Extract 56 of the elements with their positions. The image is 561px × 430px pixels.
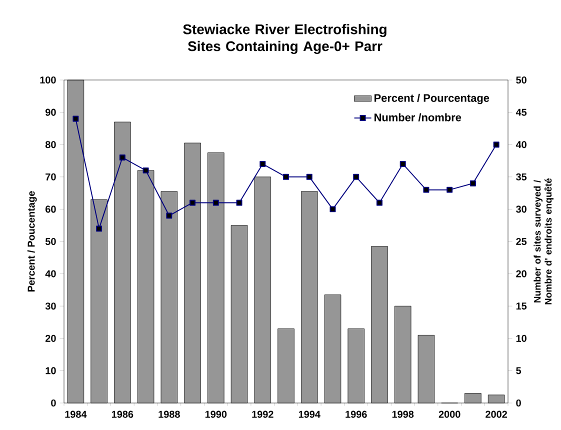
point <box>142 167 149 174</box>
y-tick-label: 50 <box>45 238 56 246</box>
y2-tick-label: 30 <box>516 206 526 213</box>
x-tick-label: 1992 <box>252 410 274 418</box>
y2-tick-label: 15 <box>516 302 527 310</box>
point <box>212 200 219 206</box>
y-tick-label: 10 <box>46 367 56 374</box>
x-tick-label: 2002 <box>486 410 507 418</box>
y-tick-label: 30 <box>45 302 56 310</box>
y2-tick-label: 25 <box>516 238 527 246</box>
y2-tick-label: 50 <box>516 76 526 84</box>
y-tick-label: 80 <box>45 141 56 148</box>
y-tick-label: 0 <box>51 399 56 407</box>
y2-tick-label: 5 <box>516 367 522 374</box>
y2-tick-label: 0 <box>516 399 521 407</box>
point <box>423 186 430 193</box>
point <box>330 206 336 212</box>
point <box>190 200 196 206</box>
point <box>119 154 126 161</box>
y-tick-label: 20 <box>45 334 56 342</box>
x-tick-label: 1998 <box>392 410 414 418</box>
y2-axis-title: Number of sites surveyed / Nombre d' endroits enquêté <box>534 178 554 304</box>
point <box>470 180 476 186</box>
x-tick-label: 1994 <box>298 410 320 418</box>
point <box>400 160 406 167</box>
x-tick-label: 1990 <box>205 410 227 418</box>
x-tick-label: 1984 <box>65 410 87 418</box>
point <box>353 174 360 180</box>
y2-tick-label: 45 <box>516 108 527 116</box>
legend-label: Number /nombre <box>374 113 462 122</box>
y-tick-label: 60 <box>46 206 56 213</box>
y2-tick-label: 20 <box>516 270 526 278</box>
x-tick-label: 2000 <box>438 410 460 418</box>
y-tick-label: 40 <box>45 270 56 278</box>
legend-label: Percent / Pourcentage <box>374 94 490 104</box>
point <box>260 160 266 167</box>
point <box>236 200 242 206</box>
x-tick-label: 1996 <box>346 410 367 418</box>
point <box>446 186 453 193</box>
point <box>306 174 312 180</box>
y-tick-label: 70 <box>46 173 56 180</box>
y2-tick-label: 10 <box>516 334 526 342</box>
y-axis-title: Percent / Poucentage <box>27 191 37 292</box>
y-tick-label: 100 <box>40 76 56 84</box>
point <box>376 200 382 206</box>
x-tick-label: 1986 <box>112 410 134 418</box>
point <box>166 212 172 219</box>
point <box>72 116 79 122</box>
point <box>283 174 289 180</box>
chart-title: Stewiacke River Electrofishing Sites Containing Age-0+ Parr <box>183 24 386 54</box>
y2-tick-label: 35 <box>516 173 527 180</box>
y2-tick-label: 40 <box>516 141 526 148</box>
point <box>96 226 102 232</box>
x-tick-label: 1988 <box>158 410 180 418</box>
point <box>493 142 500 148</box>
y-tick-label: 90 <box>45 108 56 116</box>
